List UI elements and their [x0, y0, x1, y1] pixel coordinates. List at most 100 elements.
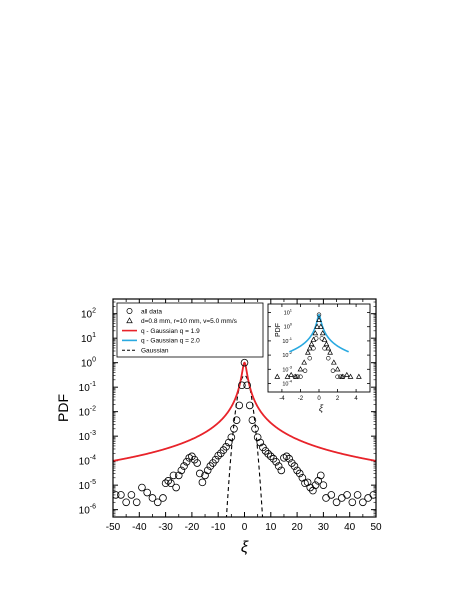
data-point-circle: [248, 416, 257, 424]
data-point-circle: [311, 481, 320, 489]
inset-data-point-circle: [319, 336, 324, 341]
data-point-circle: [343, 491, 351, 499]
inset-data-point-triangle: [355, 373, 362, 379]
legend-marker-triangle: [126, 317, 133, 324]
data-point-circle: [227, 433, 236, 442]
inset-x-tick-label: 2: [336, 396, 340, 402]
q-gaussian-2-0-curve: [289, 313, 349, 353]
inset-data-point-circle: [326, 356, 331, 361]
inset-data-point-triangle: [343, 371, 350, 377]
data-point-circle: [214, 451, 223, 460]
inset-data-point-triangle: [334, 366, 341, 372]
data-point-circle: [193, 459, 201, 467]
inset-data-point-triangle: [325, 345, 332, 351]
inset-data-point-triangle: [316, 316, 322, 322]
x-tick-label: 0: [242, 522, 248, 533]
data-point-circle: [327, 491, 336, 499]
y-tick-label: 10-2: [79, 406, 96, 419]
y-tick-label: 10-5: [79, 479, 96, 492]
data-point-circle: [261, 447, 270, 455]
data-point-circle: [222, 442, 230, 451]
data-point-circle: [172, 483, 180, 492]
data-point-circle: [266, 452, 275, 461]
y-tick-label: 100: [81, 357, 96, 370]
data-point-circle: [232, 416, 241, 424]
inset-data-point-triangle: [312, 330, 319, 336]
inset-data-point-circle: [292, 374, 298, 379]
inset-y-tick-label: 10-2: [282, 350, 292, 359]
inset-data-point-circle: [330, 368, 336, 373]
inset-data-point-triangle: [347, 373, 354, 379]
inset-y-tick-label: 101: [284, 308, 293, 317]
inset-data-point-circle: [335, 374, 340, 379]
inset-data-point-triangle: [297, 366, 304, 372]
inset-data-point-triangle: [319, 330, 326, 336]
data-point-circle: [148, 494, 157, 502]
data-point-circle: [127, 491, 136, 499]
data-point-circle: [272, 457, 280, 466]
y-tick-label: 10-3: [79, 430, 96, 443]
inset-data-point-triangle: [323, 340, 330, 347]
inset-x-axis-label: ξ: [319, 403, 324, 413]
inset-data-point-triangle: [317, 323, 324, 329]
inset-data-point-triangle: [301, 359, 308, 365]
data-point-circle: [245, 401, 254, 410]
inset-data-point-triangle: [308, 340, 315, 347]
inset-data-point-triangle: [306, 345, 313, 351]
gaussian-curve: [225, 374, 264, 517]
x-tick-label: 50: [370, 522, 382, 533]
data-point-circle: [180, 462, 188, 470]
data-point-circle: [230, 424, 238, 433]
legend-marker-circle: [126, 308, 133, 314]
data-point-circle: [274, 462, 283, 470]
data-point-circle: [369, 491, 376, 499]
q-gaussian-1-9-curve: [113, 361, 376, 462]
data-point-circle: [243, 381, 251, 390]
inset-plot: -4 -2 0 2 4 10-4 10-3 10-2 10-1 100 101 ξ PDF: [267, 303, 371, 413]
inset-data-point-circle: [338, 374, 343, 379]
x-tick-label: -10: [211, 522, 226, 533]
legend-label: all data: [141, 308, 162, 315]
data-point-circle: [169, 471, 178, 480]
x-tick-label: -50: [106, 522, 121, 533]
data-point-circle: [348, 498, 357, 507]
y-tick-label: 10-4: [79, 455, 96, 468]
data-point-circle: [143, 488, 151, 497]
data-point-circle: [235, 401, 244, 410]
data-point-circle: [203, 466, 212, 475]
y-axis-label: PDF: [55, 394, 71, 422]
legend-box: [116, 302, 264, 358]
main-plot-area: [113, 358, 376, 517]
data-point-circle: [285, 454, 294, 463]
inset-data-point-triangle: [288, 371, 295, 377]
data-point-circle: [153, 498, 162, 507]
data-point-circle: [161, 479, 170, 488]
inset-data-point-circle: [302, 368, 308, 373]
inset-data-point-triangle: [314, 323, 321, 329]
x-tick-label: 20: [292, 522, 304, 533]
data-point-circle: [211, 455, 220, 464]
inset-background: [268, 304, 370, 392]
data-point-circle: [316, 471, 325, 480]
data-point-circle: [198, 478, 207, 487]
data-point-circle: [332, 498, 341, 507]
inset-x-tick-label: 4: [354, 396, 358, 402]
data-point-circle: [256, 438, 265, 447]
inset-x-tick-label: 0: [317, 396, 321, 402]
x-tick-label: 10: [265, 522, 277, 533]
data-point-circle: [319, 481, 328, 489]
data-point-circle: [277, 466, 286, 475]
data-point-circle: [240, 358, 249, 367]
inset-data-point-circle: [340, 374, 346, 379]
y-tick-label: 10-6: [79, 504, 96, 517]
inset-data-point-triangle: [327, 349, 334, 355]
y-tick-label: 101: [81, 332, 96, 345]
inset-data-point-triangle: [330, 359, 337, 365]
data-point-circle: [195, 469, 204, 478]
inset-data-point-circle: [307, 356, 312, 361]
data-point-circle: [174, 471, 183, 480]
data-point-circle: [264, 450, 272, 458]
data-point-circle: [353, 491, 362, 499]
main-plot: -50 -40 -30 -20 -10 0 10 20 30 40 5010-610-510-410…: [55, 298, 382, 556]
inset-y-tick-label: 10-4: [282, 378, 292, 387]
